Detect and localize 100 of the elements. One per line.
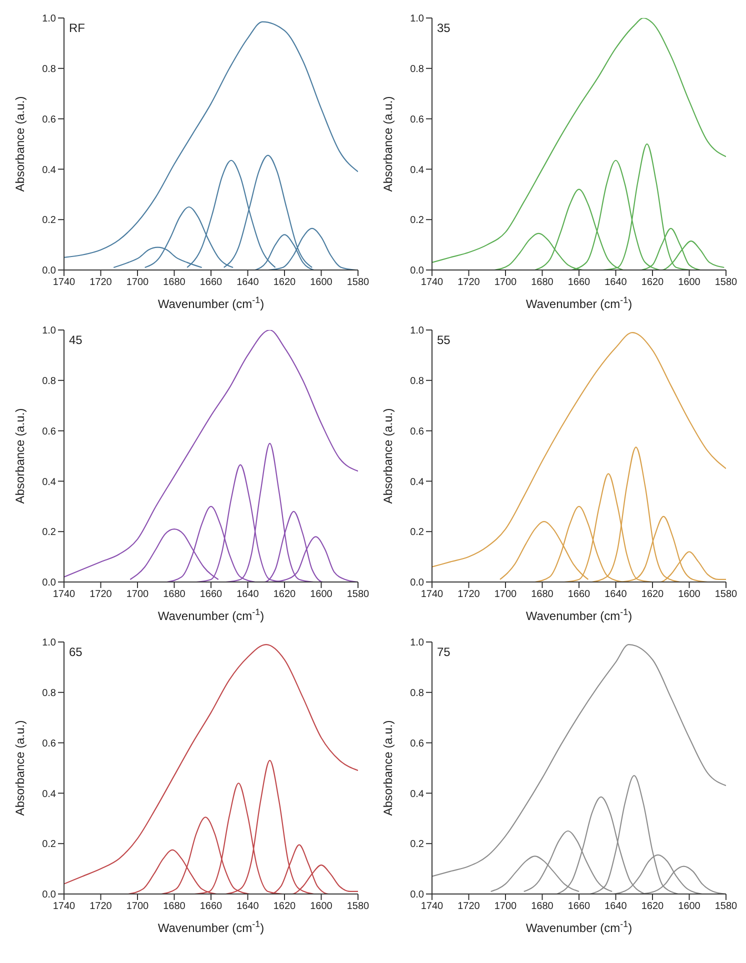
x-tick-label: 1580 — [346, 589, 370, 600]
x-tick-label: 1740 — [420, 901, 444, 912]
x-tick-label: 1740 — [420, 277, 444, 288]
x-tick-label: 1700 — [126, 901, 150, 912]
x-axis-title: Wavenumber (cm$^{-1}$) — [526, 919, 632, 935]
y-tick-label: 0.6 — [42, 426, 56, 438]
x-tick-label: 1720 — [90, 589, 112, 600]
x-tick-label: 1740 — [420, 589, 444, 600]
x-tick-label: 1600 — [310, 589, 333, 600]
x-tick-label: 1620 — [641, 901, 664, 912]
annotation: 55 — [437, 333, 450, 347]
y-tick-label: 1.0 — [410, 326, 424, 337]
x-tick-label: 1620 — [641, 277, 664, 288]
x-tick-label: 1680 — [163, 589, 186, 600]
x-tick-label: 1740 — [52, 589, 76, 600]
y-tick-label: 0.4 — [42, 788, 56, 800]
annotation: 75 — [437, 645, 450, 659]
x-tick-label: 1640 — [236, 277, 260, 288]
y-tick-label: 0.6 — [42, 114, 56, 126]
x-tick-label: 1700 — [126, 277, 150, 288]
x-tick-label: 1580 — [714, 277, 738, 288]
y-tick-label: 0.4 — [410, 164, 424, 176]
y-tick-label: 0.8 — [410, 376, 424, 387]
x-tick-label: 1680 — [531, 901, 554, 912]
y-tick-label: 0.2 — [410, 215, 424, 226]
x-tick-label: 1580 — [346, 277, 370, 288]
y-axis-title: Absorbance (a.u.) — [13, 408, 27, 504]
x-tick-label: 1660 — [568, 901, 591, 912]
x-tick-label: 1580 — [714, 589, 738, 600]
y-tick-label: 1.0 — [410, 638, 424, 649]
x-tick-label: 1640 — [604, 277, 628, 288]
y-tick-label: 0.4 — [410, 788, 424, 800]
x-tick-label: 1600 — [678, 901, 701, 912]
x-tick-label: 1600 — [310, 277, 333, 288]
y-tick-label: 0.0 — [410, 578, 424, 589]
x-tick-label: 1680 — [531, 277, 554, 288]
x-tick-label: 1600 — [310, 901, 333, 912]
y-tick-label: 0.4 — [42, 164, 56, 176]
y-tick-label: 0.4 — [410, 476, 424, 488]
y-tick-label: 0.2 — [410, 839, 424, 850]
x-axis-title: Wavenumber (cm$^{-1}$) — [158, 295, 264, 311]
y-tick-label: 0.0 — [42, 266, 56, 277]
y-tick-label: 0.6 — [42, 738, 56, 750]
y-axis-title: Absorbance (a.u.) — [381, 408, 395, 504]
x-tick-label: 1720 — [90, 277, 112, 288]
y-tick-label: 0.6 — [410, 738, 424, 750]
x-tick-label: 1700 — [494, 589, 518, 600]
y-tick-label: 0.4 — [42, 476, 56, 488]
x-tick-label: 1720 — [90, 901, 112, 912]
x-tick-label: 1620 — [641, 589, 664, 600]
x-tick-label: 1580 — [714, 901, 738, 912]
x-tick-label: 1700 — [126, 589, 150, 600]
y-tick-label: 1.0 — [410, 14, 424, 25]
y-tick-label: 0.6 — [410, 426, 424, 438]
annotation: 35 — [437, 21, 450, 35]
x-tick-label: 1640 — [236, 589, 260, 600]
y-tick-label: 0.0 — [42, 890, 56, 901]
y-tick-label: 0.0 — [410, 890, 424, 901]
annotation: 65 — [69, 645, 82, 659]
y-tick-label: 0.8 — [42, 64, 56, 75]
y-tick-label: 1.0 — [42, 14, 56, 25]
y-tick-label: 0.0 — [42, 578, 56, 589]
x-tick-label: 1600 — [678, 277, 701, 288]
x-tick-label: 1620 — [273, 277, 296, 288]
y-tick-label: 1.0 — [42, 638, 56, 649]
x-tick-label: 1700 — [494, 901, 518, 912]
x-tick-label: 1680 — [163, 277, 186, 288]
annotation: 45 — [69, 333, 82, 347]
y-tick-label: 0.2 — [410, 527, 424, 538]
x-tick-label: 1720 — [458, 589, 480, 600]
x-tick-label: 1740 — [52, 901, 76, 912]
x-tick-label: 1660 — [200, 901, 223, 912]
x-tick-label: 1640 — [604, 901, 628, 912]
x-axis-title: Wavenumber (cm$^{-1}$) — [158, 607, 264, 623]
x-tick-label: 1680 — [531, 589, 554, 600]
x-tick-label: 1640 — [236, 901, 260, 912]
x-tick-label: 1580 — [346, 901, 370, 912]
x-tick-label: 1720 — [458, 901, 480, 912]
y-tick-label: 0.0 — [410, 266, 424, 277]
x-tick-label: 1640 — [604, 589, 628, 600]
x-tick-label: 1600 — [678, 589, 701, 600]
y-tick-label: 0.6 — [410, 114, 424, 126]
y-tick-label: 0.2 — [42, 839, 56, 850]
y-tick-label: 0.8 — [42, 688, 56, 699]
y-axis-title: Absorbance (a.u.) — [13, 96, 27, 192]
x-tick-label: 1620 — [273, 589, 296, 600]
x-axis-title: Wavenumber (cm$^{-1}$) — [526, 607, 632, 623]
y-axis-title: Absorbance (a.u.) — [381, 720, 395, 816]
x-tick-label: 1620 — [273, 901, 296, 912]
y-tick-label: 0.2 — [42, 527, 56, 538]
x-tick-label: 1680 — [163, 901, 186, 912]
y-tick-label: 1.0 — [42, 326, 56, 337]
x-tick-label: 1660 — [200, 277, 223, 288]
x-tick-label: 1720 — [458, 277, 480, 288]
y-tick-label: 0.8 — [410, 64, 424, 75]
y-axis-title: Absorbance (a.u.) — [381, 96, 395, 192]
y-tick-label: 0.2 — [42, 215, 56, 226]
x-tick-label: 1740 — [52, 277, 76, 288]
annotation: RF — [69, 21, 85, 35]
x-axis-title: Wavenumber (cm$^{-1}$) — [158, 919, 264, 935]
